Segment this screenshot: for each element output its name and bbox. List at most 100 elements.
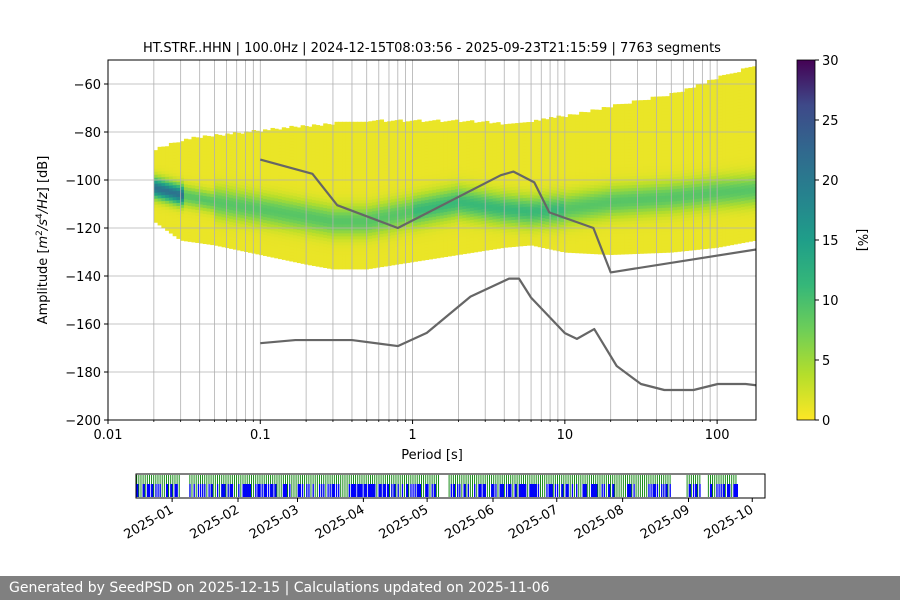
psd-cell [466,249,471,254]
psd-cell [210,223,215,228]
psd-cell [372,201,377,206]
psd-cell [507,213,512,218]
psd-cell [443,181,448,186]
psd-cell [165,188,170,192]
psd-cell [270,217,275,222]
psd-cell [443,217,448,222]
psd-cell [210,229,215,234]
psd-cell [432,228,437,232]
psd-cell [345,202,351,207]
psd-cell [251,148,257,152]
psd-cell [466,126,471,131]
psd-cell [214,230,219,234]
psd-cell [172,193,178,198]
psd-cell [168,220,174,225]
psd-cell [492,125,497,130]
psd-cell [255,244,260,249]
psd-cell [281,136,287,140]
psd-cell [210,238,215,243]
psd-cell [210,193,215,198]
psd-cell [454,221,460,226]
psd-cell [236,201,241,206]
psd-cell [187,139,193,143]
psd-cell [334,154,339,159]
psd-cell [304,129,309,133]
psd-cell [342,136,347,141]
psd-cell [168,199,174,204]
psd-cell [447,201,452,206]
psd-cell [214,236,219,240]
psd-cell [500,181,505,186]
psd-cell [477,158,482,162]
psd-cell [575,225,580,230]
psd-cell [357,127,362,132]
psd-cell [262,249,268,253]
psd-cell [485,198,490,203]
psd-cell [436,122,441,127]
psd-cell [507,150,512,155]
psd-cell [368,262,373,266]
psd-cell [492,173,497,178]
psd-cell [443,163,448,168]
psd-cell [180,186,185,190]
psd-cell [334,139,339,144]
psd-cell [308,228,313,233]
psd-cell [417,203,422,208]
psd-cell [225,238,230,243]
psd-cell [165,164,170,168]
psd-cell [334,187,339,192]
psd-cell [289,200,294,205]
psd-cell [244,242,249,247]
psd-cell [526,191,531,195]
psd-cell [187,196,193,200]
psd-cell [383,259,388,264]
psd-cell [443,223,448,228]
psd-cell [582,127,588,131]
psd-cell [590,172,595,177]
psd-cell [168,154,174,159]
psd-cell [579,198,584,203]
psd-cell [338,169,343,174]
psd-cell [458,218,464,222]
psd-cell [262,144,268,148]
psd-cell [579,138,584,143]
psd-cell [304,234,309,238]
psd-cell [304,150,309,154]
psd-cell [533,209,539,214]
psd-cell [161,224,166,229]
psd-cell [556,223,561,228]
psd-cell [187,184,193,188]
psd-cell [473,128,479,133]
psd-cell [432,255,437,259]
psd-cell [357,121,362,126]
psd-cell [360,178,366,183]
psd-cell [372,168,377,173]
psd-cell [183,216,189,221]
psd-cell [357,184,362,189]
psd-cell [526,233,531,237]
psd-cell [311,205,317,209]
psd-cell [447,174,452,179]
psd-cell [172,211,178,216]
psd-cell [485,219,490,224]
psd-cell [590,229,595,234]
psd-cell [180,162,185,166]
psd-cell [454,218,460,223]
psd-cell [176,163,181,167]
psd-cell [319,248,324,253]
psd-cell [436,254,441,259]
psd-cell [202,141,208,146]
psd-cell [567,114,573,118]
psd-cell [549,222,554,226]
psd-cell [571,180,576,185]
psd-cell [176,148,181,152]
psd-cell [259,179,264,184]
psd-cell [485,132,490,137]
psd-cell [168,148,174,153]
psd-cell [394,207,400,211]
psd-cell [477,242,482,246]
psd-cell [323,234,328,238]
psd-cell [473,194,479,199]
psd-cell [255,181,260,186]
psd-cell [281,208,287,212]
